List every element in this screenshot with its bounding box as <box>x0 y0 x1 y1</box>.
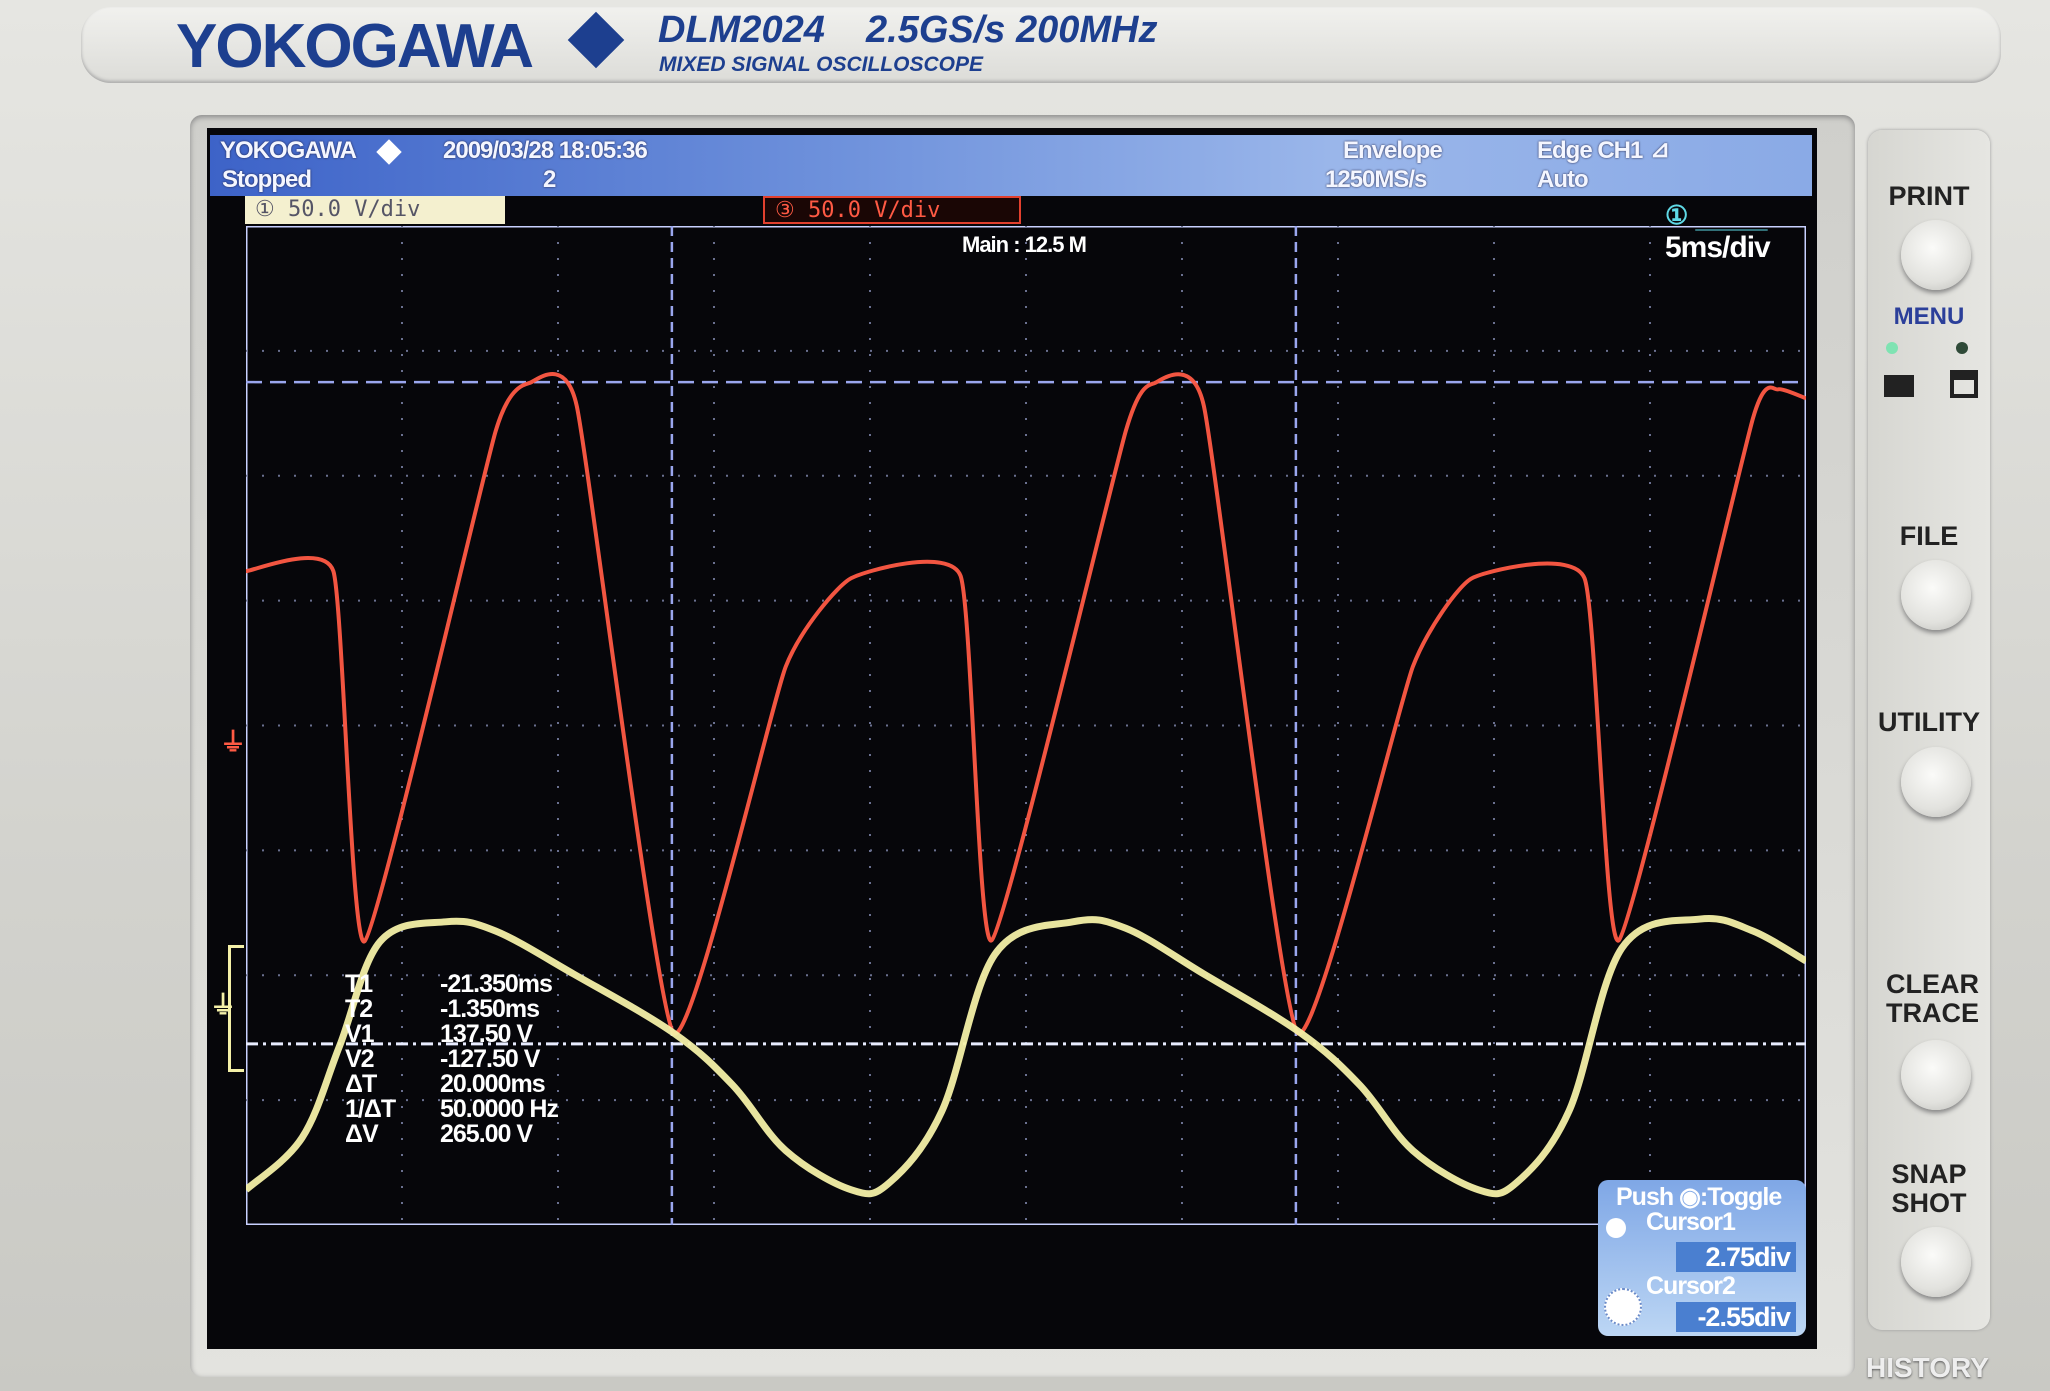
menu-led-icon <box>1956 342 1968 354</box>
status-header: YOKOGAWA 2009/03/28 18:05:36 Stopped 2 E… <box>210 135 1812 196</box>
graticule <box>246 226 1806 1225</box>
readout-label: ΔV <box>345 1120 379 1148</box>
ch1-ground-bracket <box>228 945 244 1072</box>
readout-label: 1/ΔT <box>345 1095 396 1123</box>
history-label: HISTORY <box>1866 1352 1989 1383</box>
brand-diamond-icon <box>567 11 625 69</box>
readout-value: -1.350ms <box>440 995 540 1023</box>
trigger-mode: Auto <box>1537 166 1589 193</box>
model-subtitle: MIXED SIGNAL OSCILLOSCOPE <box>659 53 983 76</box>
ch1-scale[interactable]: ① 50.0 V/div <box>245 196 505 224</box>
ch1-ground-marker-icon: ⏚ <box>210 990 237 1020</box>
acquisition-count: 2 <box>543 166 556 193</box>
sample-rate: 1250MS/s <box>1325 166 1427 193</box>
readout-value: -127.50 V <box>440 1045 540 1073</box>
readout-value: 265.00 V <box>440 1120 533 1148</box>
ch3-scale[interactable]: ③ 50.0 V/div <box>763 196 1021 224</box>
menu-led-icon <box>1886 342 1898 354</box>
folder-icon <box>1884 375 1914 397</box>
brand-strip: YOKOGAWA DLM2024 2.5GS/s 200MHz MIXED SI… <box>81 7 2001 83</box>
snap-shot-button[interactable] <box>1901 1227 1971 1297</box>
logo-diamond-icon <box>376 139 402 165</box>
readout-value: -21.350ms <box>440 970 553 998</box>
readout-label: T2 <box>345 995 373 1023</box>
readout-label: ΔT <box>345 1070 377 1098</box>
knob-small-icon <box>1606 1218 1626 1238</box>
readout-value: 50.0000 Hz <box>440 1095 559 1123</box>
print-label: PRINT <box>1888 181 1970 211</box>
cursor1-label: Cursor1 <box>1646 1208 1736 1236</box>
snap-shot-label: SNAP SHOT <box>1891 1159 1967 1218</box>
utility-button[interactable] <box>1901 747 1971 817</box>
trigger-indicator-icon: ① ‗‗‗‗‗ <box>1665 200 1768 230</box>
trigger-source[interactable]: Edge CH1 <box>1537 137 1643 164</box>
traces <box>246 372 1806 1198</box>
main-record-length: Main : 12.5 M <box>962 232 1087 257</box>
file-button[interactable] <box>1901 560 1971 630</box>
readout-value: 137.50 V <box>440 1020 533 1048</box>
screen-logo: YOKOGAWA <box>220 137 357 164</box>
clear-trace-label: CLEAR TRACE <box>1886 969 1979 1028</box>
readout-label: T1 <box>345 970 373 998</box>
cursor2-label: Cursor2 <box>1646 1272 1736 1300</box>
utility-label: UTILITY <box>1878 707 1980 737</box>
cursor-panel[interactable]: Push ◉:Toggle Cursor1 2.75div Cursor2 -2… <box>1598 1180 1806 1336</box>
model-spec: 2.5GS/s 200MHz <box>866 9 1158 51</box>
acquisition-mode[interactable]: Envelope <box>1343 137 1443 164</box>
printer-icon <box>1950 370 1978 398</box>
readout-label: V2 <box>345 1045 375 1073</box>
trace-ch3 <box>246 372 1806 1036</box>
timebase[interactable]: 5ms/div <box>1665 231 1771 264</box>
ch3-ground-marker-icon: ⏚ <box>220 727 247 757</box>
file-label: FILE <box>1899 521 1959 551</box>
run-status: Stopped <box>222 166 312 193</box>
readout-value: 20.000ms <box>440 1070 546 1098</box>
cursor2-value[interactable]: -2.55div <box>1676 1302 1796 1332</box>
datetime: 2009/03/28 18:05:36 <box>443 137 648 164</box>
right-button-panel: PRINT MENU FILE UTILITY CLEAR TRACE SNAP… <box>1868 130 1990 1330</box>
print-button[interactable] <box>1901 220 1971 290</box>
cursor1-value[interactable]: 2.75div <box>1676 1242 1796 1272</box>
trace-ch1 <box>246 914 1806 1198</box>
readout-label: V1 <box>345 1020 375 1048</box>
knob-large-icon <box>1604 1288 1642 1326</box>
toggle-hint: Push ◉:Toggle <box>1616 1183 1782 1211</box>
rising-edge-icon: ⊿ <box>1650 136 1670 163</box>
clear-trace-button[interactable] <box>1901 1040 1971 1110</box>
model-name: DLM2024 <box>658 9 825 51</box>
menu-label: MENU <box>1893 303 1965 330</box>
brand-logo: YOKOGAWA <box>176 12 534 81</box>
cursor-lines <box>246 226 1806 1225</box>
